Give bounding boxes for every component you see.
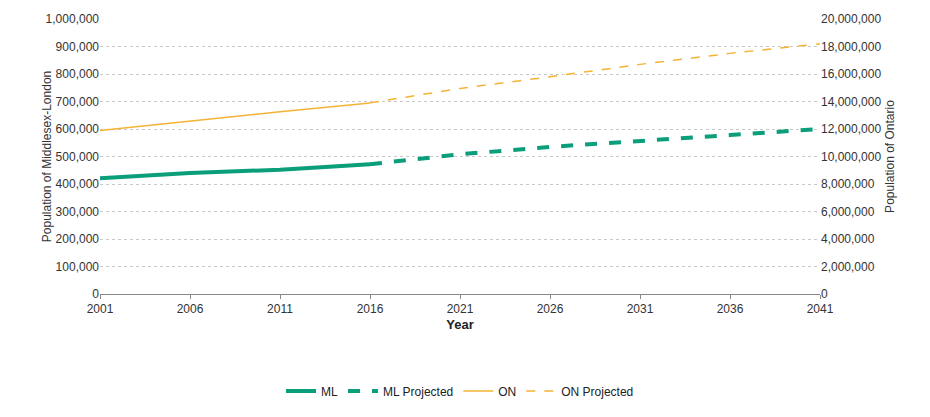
svg-text:2011: 2011	[267, 302, 293, 316]
svg-text:600,000: 600,000	[56, 122, 100, 136]
svg-text:4,000,000: 4,000,000	[821, 232, 875, 246]
svg-text:200,000: 200,000	[56, 232, 100, 246]
svg-text:10,000,000: 10,000,000	[821, 150, 881, 164]
svg-text:14,000,000: 14,000,000	[821, 95, 881, 109]
svg-text:800,000: 800,000	[56, 67, 100, 81]
svg-text:2001: 2001	[87, 302, 114, 316]
svg-text:2036: 2036	[717, 302, 744, 316]
svg-text:400,000: 400,000	[56, 177, 100, 191]
svg-text:0: 0	[92, 287, 99, 301]
svg-text:Year: Year	[446, 317, 473, 332]
svg-text:2006: 2006	[177, 302, 204, 316]
svg-text:6,000,000: 6,000,000	[821, 205, 875, 219]
svg-text:12,000,000: 12,000,000	[821, 122, 881, 136]
svg-text:18,000,000: 18,000,000	[821, 40, 881, 54]
svg-text:100,000: 100,000	[56, 260, 100, 274]
svg-text:Population of Ontario: Population of Ontario	[883, 100, 897, 213]
svg-text:300,000: 300,000	[56, 205, 100, 219]
svg-text:ON: ON	[498, 385, 516, 399]
svg-text:2026: 2026	[537, 302, 564, 316]
svg-text:Population of Middlesex-London: Population of Middlesex-London	[40, 71, 54, 242]
svg-text:900,000: 900,000	[56, 40, 100, 54]
svg-text:2,000,000: 2,000,000	[821, 260, 875, 274]
svg-text:2041: 2041	[807, 302, 834, 316]
svg-text:16,000,000: 16,000,000	[821, 67, 881, 81]
svg-text:0: 0	[821, 287, 828, 301]
svg-text:500,000: 500,000	[56, 150, 100, 164]
svg-text:2031: 2031	[627, 302, 654, 316]
svg-text:700,000: 700,000	[56, 95, 100, 109]
svg-text:ML Projected: ML Projected	[383, 385, 453, 399]
svg-text:1,000,000: 1,000,000	[46, 12, 100, 26]
svg-text:2016: 2016	[357, 302, 384, 316]
svg-text:ML: ML	[321, 385, 338, 399]
svg-text:20,000,000: 20,000,000	[821, 12, 881, 26]
svg-text:ON Projected: ON Projected	[561, 385, 633, 399]
svg-text:2021: 2021	[447, 302, 474, 316]
svg-text:8,000,000: 8,000,000	[821, 177, 875, 191]
